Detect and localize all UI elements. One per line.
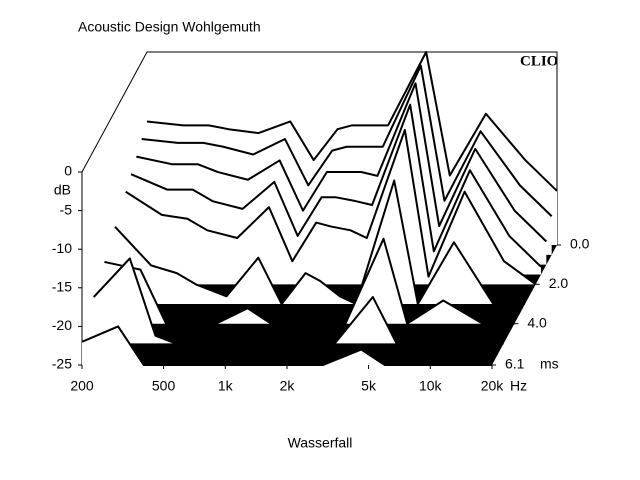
y-tick-label: -20 [52,317,72,333]
slice [92,257,504,345]
y-tick-label: 0 [64,163,72,179]
slice [104,237,515,325]
x-tick-label: 20k [481,378,505,394]
y-tick-label: -15 [52,279,72,295]
x-tick-label: 500 [152,378,176,394]
z-tick-label: 6.1 [505,356,525,372]
chart-title: Acoustic Design Wohlgemuth [78,19,261,35]
x-tick-label: 2k [280,378,296,394]
x-axis-label: Wasserfall [288,435,353,451]
slice-fill [82,326,492,365]
y-tick-label: -10 [52,240,72,256]
z-unit: ms [540,356,559,372]
slice-fill [131,104,542,275]
plot: 0 -5 -10 -15 -20 -25 200 500 1k 2k 5k 10k 20k Hz 0.0 2.… [52,51,590,394]
slice [114,179,526,306]
slice [81,325,492,366]
z-tick-label: 4.0 [527,314,547,330]
x-tick-label: 1k [218,378,234,394]
x-tick-label: 10k [419,378,443,394]
slice [141,64,553,217]
frame [81,51,558,365]
slice-fill [125,129,536,285]
slice [136,82,548,243]
brand: CLIO [520,53,558,69]
x-tick-label: 200 [70,378,94,394]
z-tick-label: 2.0 [549,275,569,291]
slice [125,128,537,286]
x-tick-label: 5k [361,378,377,394]
slice [146,51,558,192]
x-unit: Hz [510,378,527,394]
y-tick-label: -25 [52,356,72,372]
slice [130,103,542,268]
slice-fill [93,258,504,344]
slice-fill [115,180,526,305]
z-tick-label: 0.0 [570,236,590,252]
y-unit: dB [54,182,71,198]
y-tick-label: -5 [60,201,73,217]
